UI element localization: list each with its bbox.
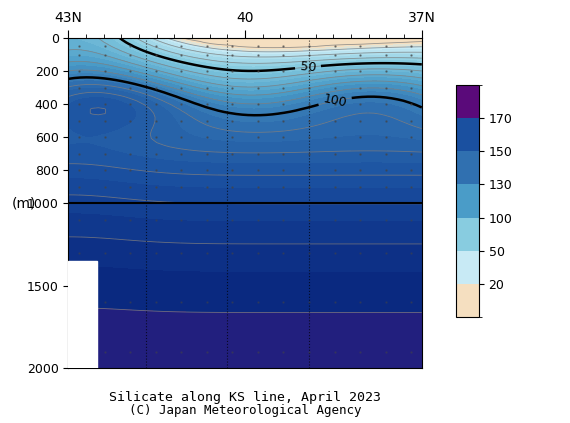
Y-axis label: (m): (m) — [12, 196, 36, 210]
Text: Silicate along KS line, April 2023: Silicate along KS line, April 2023 — [109, 391, 381, 404]
Text: 100: 100 — [322, 92, 348, 110]
Text: 50: 50 — [299, 60, 316, 74]
Bar — [68, 261, 97, 368]
Text: (C) Japan Meteorological Agency: (C) Japan Meteorological Agency — [129, 404, 361, 417]
